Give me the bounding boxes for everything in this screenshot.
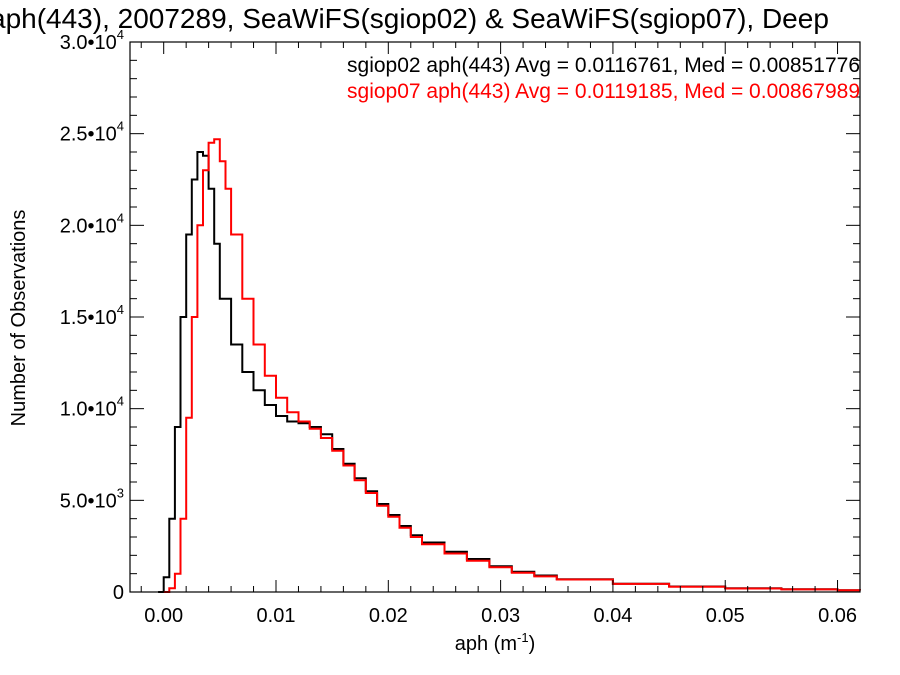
legend-entry-sgiop07: sgiop07 aph(443) Avg = 0.0119185, Med = … bbox=[347, 80, 860, 103]
y-tick-label: 2.0•104 bbox=[60, 210, 124, 237]
x-tick-label: 0.01 bbox=[257, 605, 296, 627]
series-line-sgiop07 bbox=[163, 138, 861, 593]
x-tick-label: 0.04 bbox=[593, 605, 632, 627]
x-axis-label-close: ) bbox=[529, 633, 536, 655]
x-tick-label: 0.03 bbox=[481, 605, 520, 627]
series-line-sgiop02 bbox=[158, 151, 861, 593]
x-tick-label: 0.00 bbox=[144, 605, 183, 627]
x-tick-label: 0.05 bbox=[706, 605, 745, 627]
x-axis-label-superscript: -1 bbox=[517, 630, 529, 645]
legend-entry-sgiop02: sgiop02 aph(443) Avg = 0.0116761, Med = … bbox=[347, 54, 860, 77]
chart-title: aph(443), 2007289, SeaWiFS(sgiop02) & Se… bbox=[0, 3, 829, 34]
y-tick-label: 1.5•104 bbox=[60, 302, 124, 329]
y-tick-label: 5.0•103 bbox=[60, 485, 124, 512]
y-tick-label: 2.5•104 bbox=[60, 119, 124, 146]
x-tick-labels: 0.00 0.01 0.02 0.03 0.04 0.05 0.06 bbox=[144, 605, 857, 627]
series-layer bbox=[158, 138, 861, 593]
y-tick-label: 1.0•104 bbox=[60, 394, 124, 421]
y-tick-label: 0 bbox=[113, 582, 124, 604]
y-axis-label: Number of Observations bbox=[8, 210, 30, 427]
x-axis-label: aph (m-1) bbox=[455, 630, 535, 655]
y-tick-label: 3.0•104 bbox=[60, 27, 124, 54]
x-tick-label: 0.06 bbox=[818, 605, 857, 627]
plot-frame bbox=[129, 41, 861, 593]
x-tick-label: 0.02 bbox=[369, 605, 408, 627]
y-tick-labels: 0 5.0•103 1.0•104 1.5•104 2.0•104 2.5•104 3.0•… bbox=[60, 27, 124, 604]
tick-marks bbox=[130, 41, 861, 593]
x-axis-label-main: aph (m bbox=[455, 633, 517, 655]
